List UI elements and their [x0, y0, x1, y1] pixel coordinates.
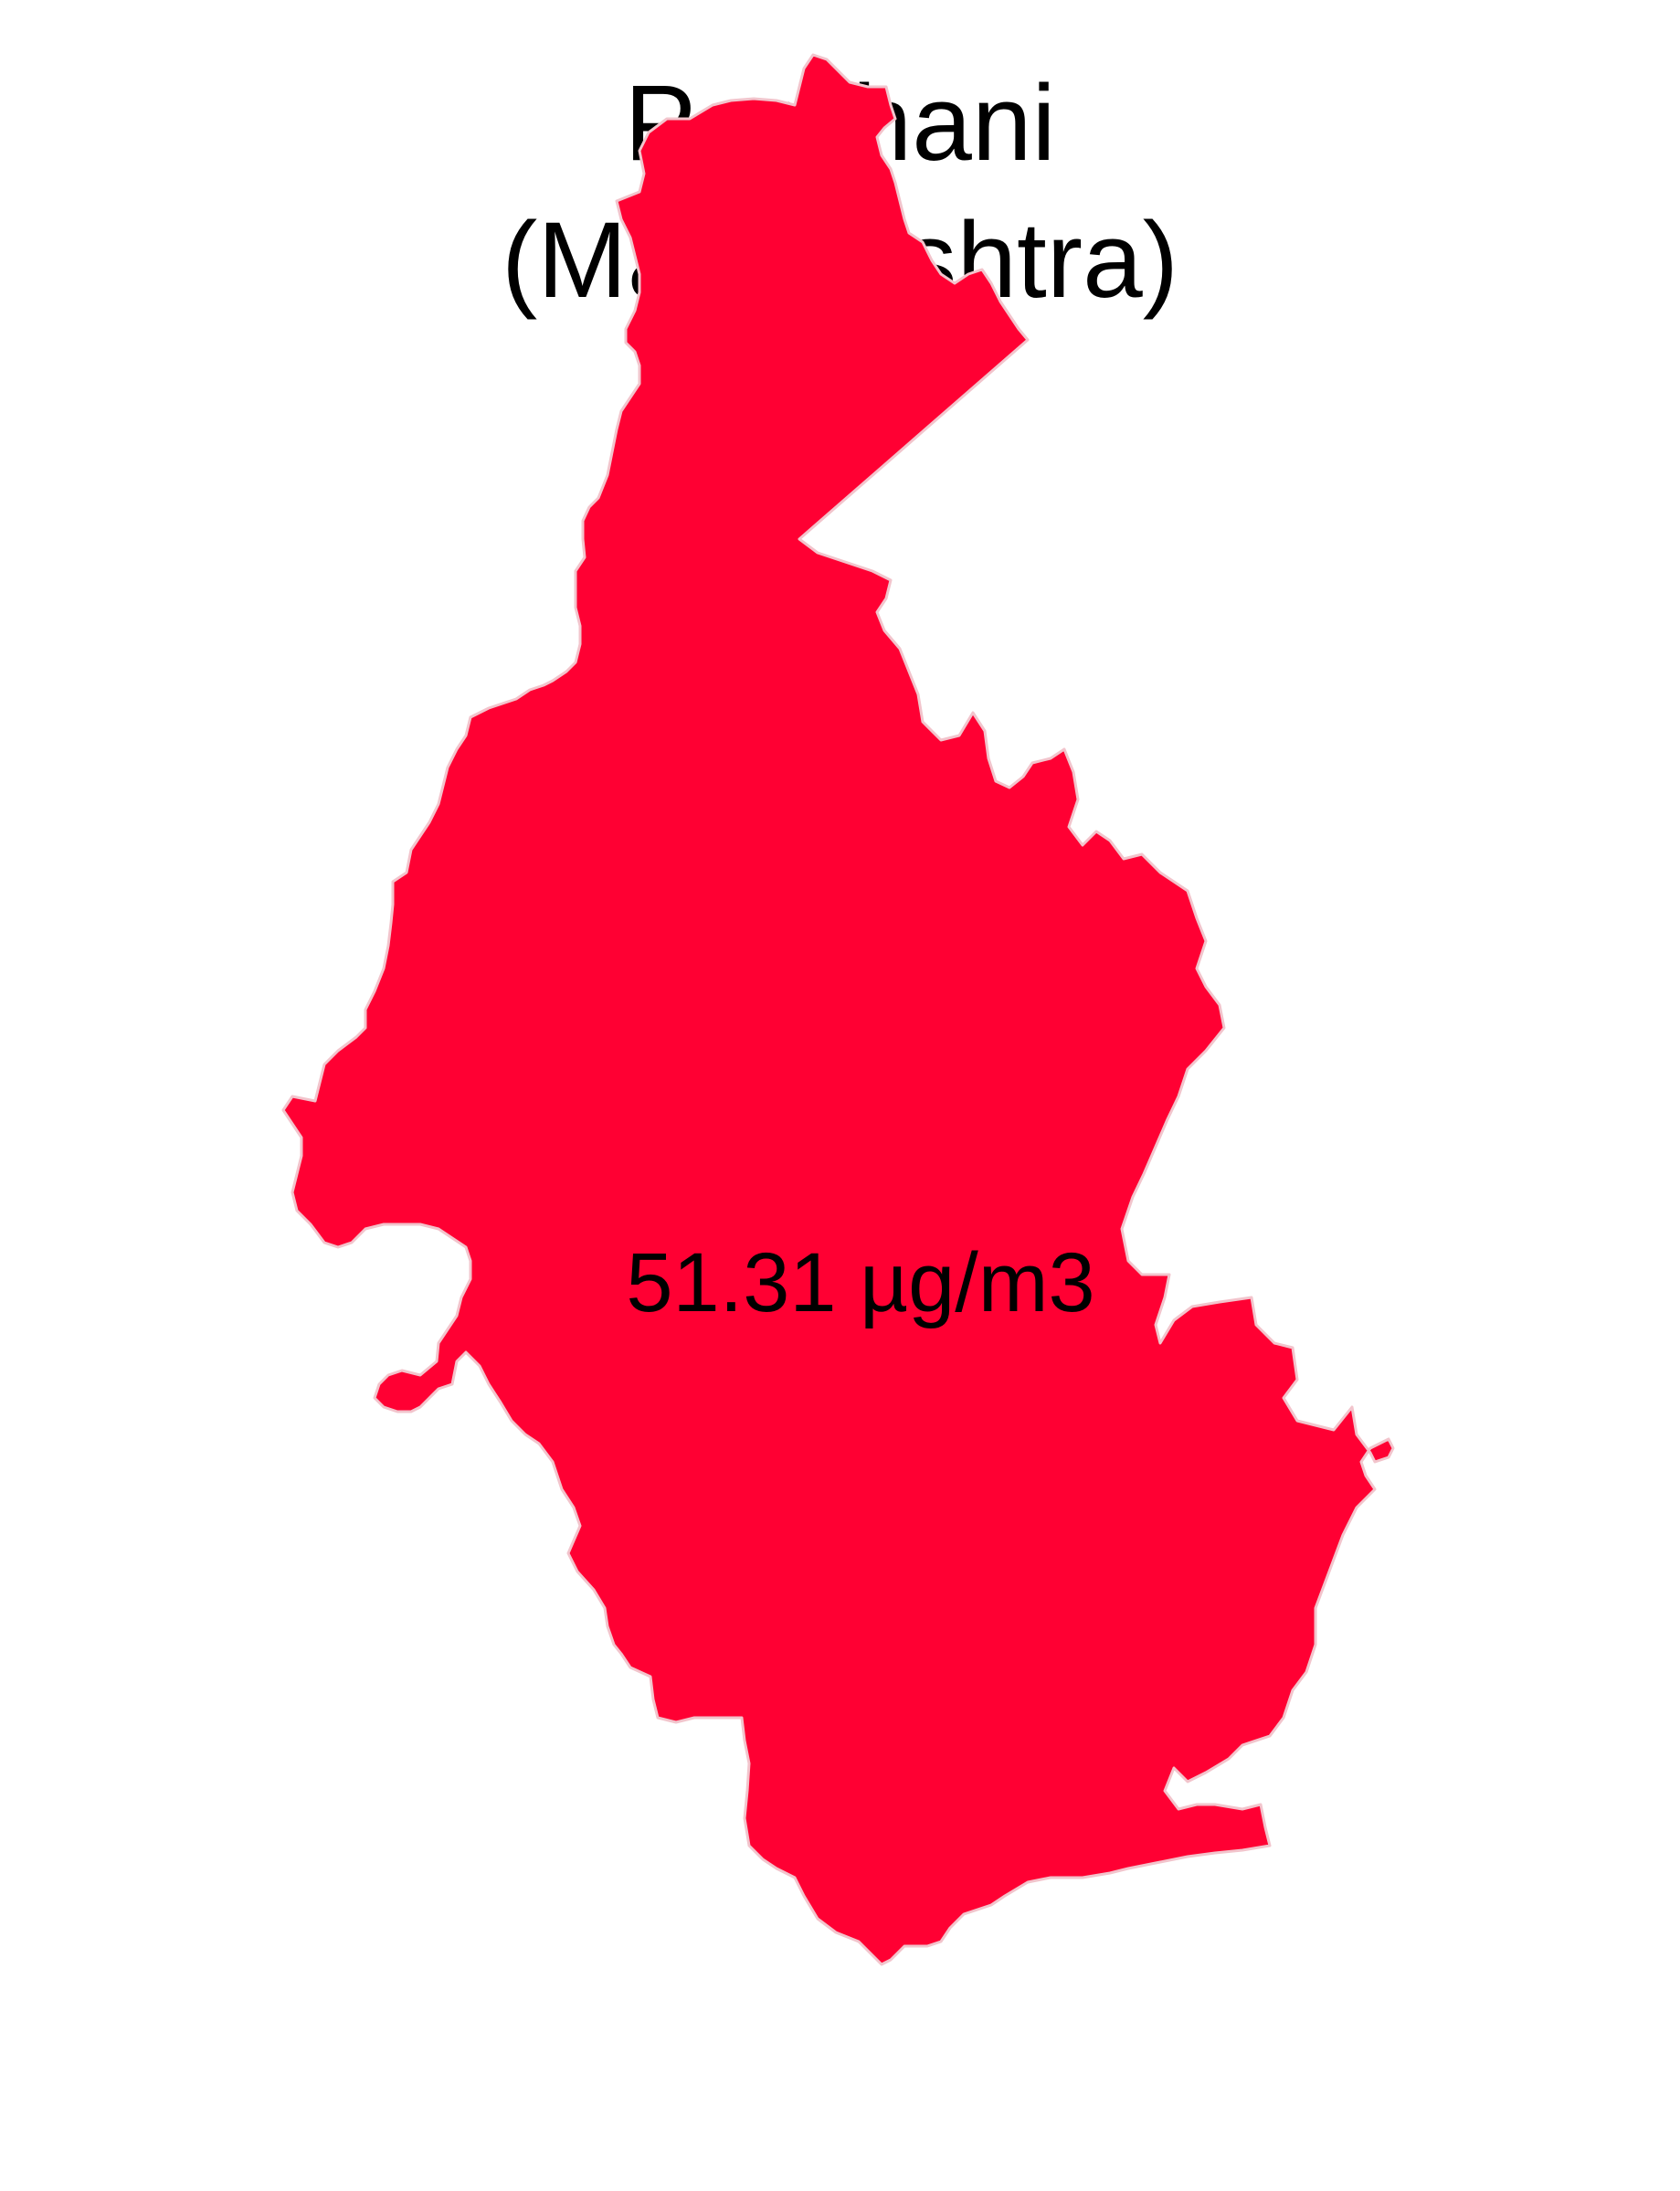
district-region	[281, 53, 1395, 1966]
pm25-value-label: 51.31 µg/m3	[626, 1236, 1094, 1329]
